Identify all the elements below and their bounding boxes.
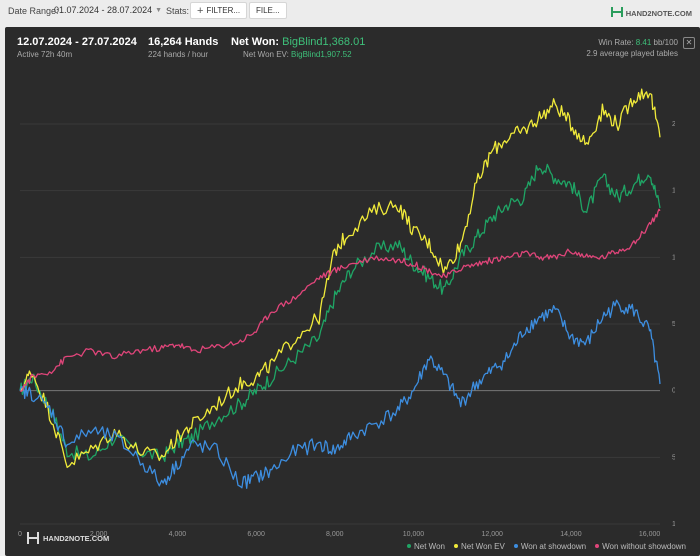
plus-icon: +	[197, 5, 204, 17]
series-line-won-without-showdown	[19, 208, 661, 392]
y-tick-label: 500	[672, 321, 675, 328]
legend-item[interactable]: Net Won EV	[453, 542, 505, 551]
x-tick-label: 4,000	[169, 531, 187, 538]
filter-button[interactable]: + FILTER...	[190, 2, 248, 19]
date-range-label: Date Range:	[8, 6, 59, 16]
hand2note-logo: HAND2NOTE.COM	[610, 4, 692, 18]
hands-per-hour: 224 hands / hour	[148, 50, 209, 59]
legend-dot-icon	[513, 544, 518, 548]
series-line-net-won	[19, 163, 661, 463]
legend-dot-icon	[407, 544, 411, 548]
graph-panel: 12.07.2024 - 27.07.2024 Active 72h 40m 1…	[5, 27, 700, 556]
x-tick-label: 12,000	[481, 531, 503, 538]
active-time: Active 72h 40m	[17, 50, 73, 59]
series-line-net-won-ev	[19, 88, 661, 469]
logo-text: HAND2NOTE.COM	[625, 9, 692, 18]
session-dates: 12.07.2024 - 27.07.2024	[17, 36, 137, 48]
profit-chart: 2,000 1,500 1,000 500 0 500 1,000 0 2,000 4,000 6,…	[18, 88, 675, 544]
win-rate-label: Win Rate:	[598, 38, 634, 47]
x-tick-label: 0	[18, 531, 22, 538]
filter-button-label: FILTER...	[206, 6, 241, 15]
y-tick-label: 1,000	[672, 521, 675, 528]
legend-item[interactable]: Net Won	[407, 542, 445, 551]
net-won-ev-label: Net Won EV:	[243, 50, 289, 59]
win-rate-value: 8.41	[635, 38, 652, 47]
net-won-ev-value: BigBlind1,907.52	[291, 50, 352, 59]
date-range-value: 01.07.2024 - 28.07.2024	[54, 5, 153, 15]
y-tick-label: 1,500	[672, 188, 675, 195]
hand2note-logo-icon	[610, 6, 623, 18]
stats-label: Stats:	[166, 6, 190, 16]
file-button[interactable]: FILE...	[249, 2, 287, 19]
legend-label: Net Won	[414, 542, 445, 551]
x-tick-label: 2,000	[90, 531, 108, 538]
hands-count: 16,264 Hands	[148, 36, 219, 48]
net-won-value: BigBlind1,368.01	[282, 36, 366, 48]
legend-item[interactable]: Won at showdown	[513, 542, 587, 551]
x-tick-label: 10,000	[403, 531, 425, 538]
x-tick-label: 14,000	[560, 531, 582, 538]
legend-dot-icon	[595, 544, 600, 548]
chevron-down-icon: ▼	[155, 7, 163, 14]
legend-item[interactable]: Won without showdown	[595, 542, 686, 551]
watermark-logo-icon	[27, 532, 39, 544]
legend-label: Won at showdown	[520, 542, 587, 551]
net-won: Net Won: BigBlind1,368.01	[231, 36, 365, 48]
win-rate-unit: bb/100	[653, 38, 678, 47]
watermark-text: HAND2NOTE.COM	[43, 534, 109, 543]
y-tick-label: 500	[672, 454, 675, 461]
close-icon[interactable]: ✕	[683, 37, 695, 49]
chart-legend: Net Won Net Won EV Won at showdown Won with…	[398, 542, 686, 551]
net-won-ev: Net Won EV: BigBlind1,907.52	[243, 50, 352, 59]
series-line-won-at-showdown	[19, 299, 661, 489]
date-range-select[interactable]: 01.07.2024 - 28.07.2024 ▼	[54, 3, 162, 18]
legend-label: Net Won EV	[460, 542, 505, 551]
legend-dot-icon	[453, 544, 458, 548]
average-tables: 2.9 average played tables	[586, 49, 678, 58]
top-bar: Date Range: 01.07.2024 - 28.07.2024 ▼ St…	[0, 0, 700, 22]
x-tick-label: 16,000	[639, 531, 661, 538]
legend-label: Won without showdown	[602, 542, 686, 551]
y-tick-label: 2,000	[672, 121, 675, 128]
x-tick-label: 8,000	[326, 531, 344, 538]
file-button-label: FILE...	[256, 6, 280, 15]
y-tick-label: 1,000	[672, 254, 675, 261]
x-tick-label: 6,000	[247, 531, 265, 538]
net-won-label: Net Won:	[231, 36, 280, 48]
y-tick-label: 0	[672, 388, 675, 395]
win-rate: Win Rate: 8.41 bb/100	[598, 38, 678, 47]
